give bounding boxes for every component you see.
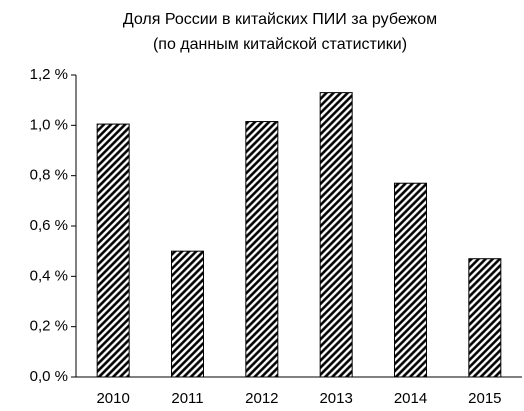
bar xyxy=(96,123,130,378)
bar xyxy=(319,92,353,378)
x-tick-label: 2013 xyxy=(319,390,352,407)
y-tick-label: 0,4 % xyxy=(30,267,68,284)
x-tick-label: 2010 xyxy=(96,390,129,407)
y-tick-label: 0,6 % xyxy=(30,217,68,234)
x-tick-label: 2014 xyxy=(394,390,427,407)
y-tick-label: 0,8 % xyxy=(30,167,68,184)
y-tick-label: 1,2 % xyxy=(30,66,68,83)
y-tick-label: 0,0 % xyxy=(30,368,68,385)
x-tick-label: 2011 xyxy=(171,390,203,407)
bar xyxy=(394,182,427,378)
y-tick-label: 1,0 % xyxy=(30,116,68,133)
x-tick-label: 2012 xyxy=(245,390,278,407)
bar xyxy=(468,258,502,378)
bar xyxy=(245,121,279,378)
bar xyxy=(171,250,204,378)
x-tick-label: 2015 xyxy=(468,390,501,407)
chart-title: Доля России в китайских ПИИ за рубежом xyxy=(123,11,437,28)
y-tick-label: 0,2 % xyxy=(30,318,68,335)
chart-subtitle: (по данным китайской статистики) xyxy=(153,36,407,53)
